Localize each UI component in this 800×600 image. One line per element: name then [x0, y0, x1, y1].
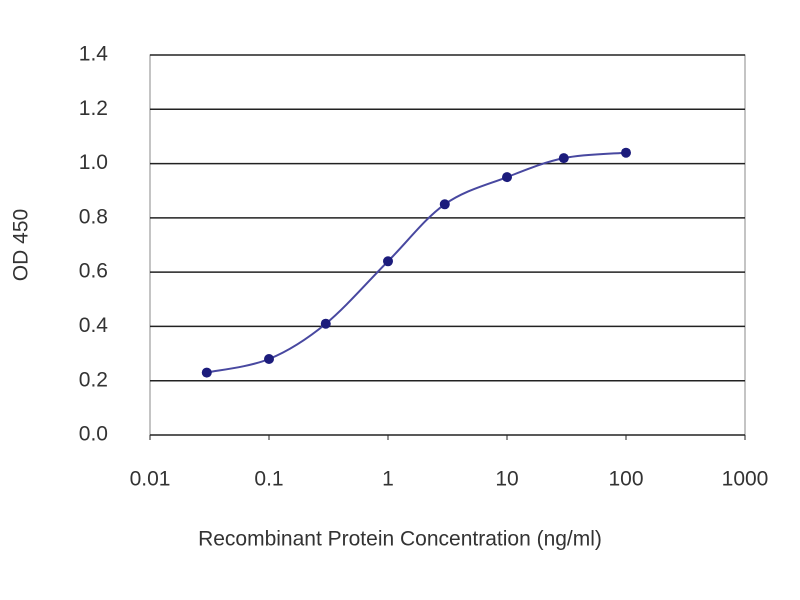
- y-axis-label: OD 450: [10, 209, 33, 281]
- plot-frame: [149, 54, 746, 436]
- data-point: [502, 172, 512, 183]
- y-tick-label: 0.0: [79, 423, 108, 446]
- y-tick-label: 1.0: [79, 151, 108, 174]
- fit-curve: [206, 151, 627, 374]
- data-point: [320, 318, 331, 329]
- y-tick-label: 0.4: [79, 314, 109, 337]
- data-point: [201, 367, 212, 378]
- data-point: [264, 354, 274, 364]
- data-point: [558, 153, 569, 164]
- y-tick-label: 0.6: [79, 260, 108, 283]
- x-tick-label: 0.1: [254, 468, 283, 491]
- data-point: [383, 256, 393, 267]
- x-axis-label: Recombinant Protein Concentration (ng/ml…: [198, 528, 602, 551]
- x-tick-label: 100: [608, 468, 643, 491]
- y-tick-label: 0.8: [79, 205, 108, 228]
- x-tick-label: 1000: [722, 468, 769, 491]
- x-tick-label: 10: [495, 468, 518, 491]
- y-tick-label: 1.2: [79, 97, 108, 120]
- x-tick-label: 1: [382, 468, 394, 491]
- x-tick-label: 0.01: [130, 468, 171, 491]
- y-tick-label: 0.2: [79, 368, 108, 391]
- y-tick-label: 1.4: [79, 43, 109, 66]
- data-point: [439, 199, 450, 210]
- data-point: [621, 147, 631, 158]
